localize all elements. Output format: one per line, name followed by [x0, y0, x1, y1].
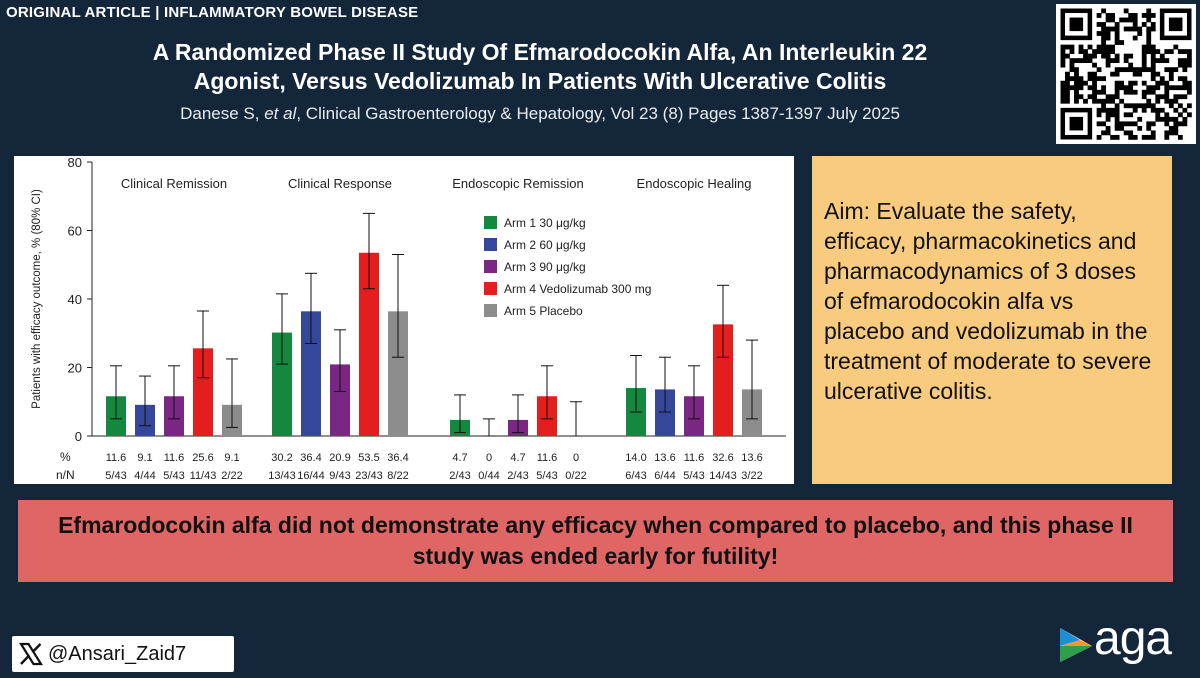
twitter-handle-badge[interactable]: @Ansari_Zaid7: [12, 636, 234, 672]
percent-label: 30.2: [271, 452, 292, 464]
percent-label: 11.6: [684, 452, 705, 464]
count-label: 14/43: [709, 470, 737, 482]
article-title-line-1: A Randomized Phase II Study Of Efmarodoc…: [152, 39, 928, 65]
bar: [272, 332, 292, 436]
legend-entry: Arm 4 Vedolizumab 300 mg: [504, 282, 651, 296]
count-label: 4/44: [134, 470, 155, 482]
count-label: 2/43: [449, 470, 470, 482]
conclusion-banner: Efmarodocokin alfa did not demonstrate a…: [18, 500, 1173, 582]
citation-etal: et al: [264, 104, 297, 123]
count-label: 8/22: [387, 470, 408, 482]
legend-entry: Arm 2 60 μg/kg: [504, 238, 586, 252]
legend-entry: Arm 5 Placebo: [504, 304, 583, 318]
percent-label: 20.9: [329, 452, 350, 464]
bar: [388, 311, 408, 436]
aga-logo-text: aga: [1094, 612, 1172, 665]
count-label: 2/22: [221, 470, 242, 482]
count-label: 2/43: [507, 470, 528, 482]
article-title: A Randomized Phase II Study Of Efmarodoc…: [40, 38, 1040, 96]
y-tick-label: 0: [75, 429, 82, 444]
y-tick-label: 60: [68, 224, 82, 239]
percent-label: 11.6: [164, 452, 185, 464]
y-tick-label: 80: [68, 156, 82, 170]
count-label: 0/44: [478, 470, 499, 482]
legend-swatch: [484, 304, 497, 317]
group-title: Endoscopic Remission: [452, 176, 584, 191]
bar: [301, 311, 321, 436]
percent-label: 4.7: [510, 452, 525, 464]
count-label: 9/43: [329, 470, 350, 482]
percent-label: 32.6: [712, 452, 733, 464]
percent-label: 14.0: [625, 452, 646, 464]
citation-authors: Danese S,: [180, 104, 265, 123]
percent-label: 9.1: [224, 452, 239, 464]
count-label: 6/43: [625, 470, 646, 482]
legend-swatch: [484, 282, 497, 295]
y-axis-label: Patients with efficacy outcome, % (80% C…: [31, 189, 43, 409]
bar: [359, 252, 379, 436]
y-tick-label: 40: [68, 292, 82, 307]
legend-swatch: [484, 260, 497, 273]
percent-label: 13.6: [741, 452, 762, 464]
x-logo-icon: [19, 642, 43, 666]
bar: [655, 389, 675, 436]
qr-code[interactable]: [1056, 4, 1196, 144]
group-title: Clinical Remission: [121, 176, 227, 191]
percent-label: 13.6: [654, 452, 675, 464]
legend-swatch: [484, 216, 497, 229]
bar: [330, 364, 350, 436]
percent-label: 0: [486, 452, 492, 464]
count-label: 5/43: [536, 470, 557, 482]
legend-entry: Arm 3 90 μg/kg: [504, 260, 586, 274]
group-title: Clinical Response: [288, 176, 392, 191]
percent-label: 36.4: [387, 452, 408, 464]
group-title: Endoscopic Healing: [637, 176, 752, 191]
aga-logo-icon: [1060, 628, 1092, 662]
percent-label: 36.4: [300, 452, 321, 464]
efficacy-chart: 0 20 40 60 80 Patients with efficacy outcome,…: [14, 156, 794, 484]
percent-label: 0: [573, 452, 579, 464]
article-category-tag: ORIGINAL ARTICLE | INFLAMMATORY BOWEL DI…: [6, 4, 419, 21]
count-label: 5/43: [683, 470, 704, 482]
count-label: 5/43: [105, 470, 126, 482]
qr-code-icon: [1060, 8, 1192, 140]
percent-label: 25.6: [192, 452, 213, 464]
count-row-label: n/N: [56, 468, 75, 482]
percent-label: 11.6: [537, 452, 558, 464]
article-title-line-2: Agonist, Versus Vedolizumab In Patients …: [193, 68, 887, 94]
percent-row-label: %: [60, 450, 71, 464]
citation-source: , Clinical Gastroenterology & Hepatology…: [296, 104, 900, 123]
count-label: 0/22: [565, 470, 586, 482]
count-label: 11/43: [190, 470, 217, 482]
count-label: 6/44: [654, 470, 675, 482]
count-label: 16/44: [297, 470, 325, 482]
twitter-handle: @Ansari_Zaid7: [48, 642, 187, 665]
conclusion-text: Efmarodocokin alfa did not demonstrate a…: [58, 512, 1133, 569]
legend-entry: Arm 1 30 μg/kg: [504, 216, 586, 230]
count-label: 13/43: [268, 470, 296, 482]
citation: Danese S, et al, Clinical Gastroenterolo…: [40, 104, 1040, 124]
aim-text: Aim: Evaluate the safety, efficacy, phar…: [824, 198, 1152, 404]
percent-label: 53.5: [358, 452, 379, 464]
percent-label: 9.1: [137, 452, 152, 464]
count-label: 3/22: [741, 470, 762, 482]
aim-box: Aim: Evaluate the safety, efficacy, phar…: [812, 156, 1172, 484]
bar: [713, 324, 733, 436]
bar: [193, 348, 213, 436]
y-tick-label: 20: [68, 361, 82, 376]
percent-label: 4.7: [452, 452, 467, 464]
percent-label: 11.6: [106, 452, 127, 464]
aga-logo: aga: [1058, 612, 1196, 672]
efficacy-chart-svg: 0 20 40 60 80 Patients with efficacy outcome,…: [31, 156, 786, 482]
legend-swatch: [484, 238, 497, 251]
count-label: 23/43: [355, 470, 383, 482]
count-label: 5/43: [163, 470, 184, 482]
